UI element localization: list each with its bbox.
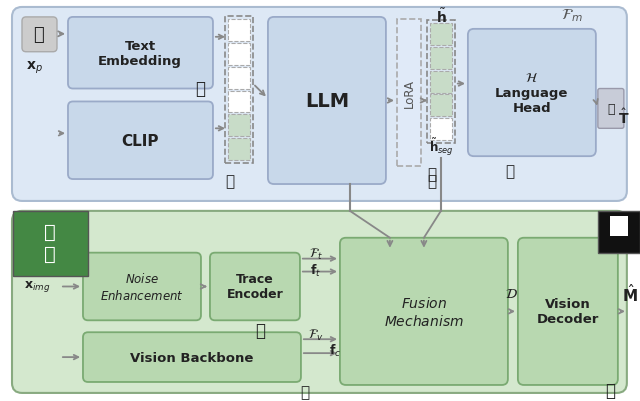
FancyBboxPatch shape bbox=[598, 89, 624, 129]
Bar bbox=[228, 44, 250, 65]
Text: $\mathcal{D}$: $\mathcal{D}$ bbox=[506, 287, 518, 301]
FancyBboxPatch shape bbox=[68, 102, 213, 180]
Text: $\mathbf{f}_c$: $\mathbf{f}_c$ bbox=[329, 342, 341, 358]
Text: 📄: 📄 bbox=[607, 103, 614, 115]
Text: $\hat{\mathbf{M}}$: $\hat{\mathbf{M}}$ bbox=[622, 283, 637, 305]
Bar bbox=[397, 20, 421, 167]
Text: Trace
Encoder: Trace Encoder bbox=[227, 273, 284, 301]
Text: LLM: LLM bbox=[305, 92, 349, 111]
Text: 🔥: 🔥 bbox=[605, 381, 615, 399]
Text: 🧊: 🧊 bbox=[428, 174, 436, 189]
Text: $\mathbf{f}_t$: $\mathbf{f}_t$ bbox=[310, 262, 321, 278]
Text: 🔥: 🔥 bbox=[428, 167, 436, 182]
Text: 🔧: 🔧 bbox=[34, 26, 44, 44]
Text: 🔥: 🔥 bbox=[506, 164, 515, 179]
FancyBboxPatch shape bbox=[12, 211, 627, 393]
Text: CLIP: CLIP bbox=[121, 134, 159, 148]
Bar bbox=[430, 71, 452, 93]
Text: $\tilde{\mathbf{h}}$: $\tilde{\mathbf{h}}$ bbox=[436, 8, 446, 26]
Text: $\mathcal{H}$
Language
Head: $\mathcal{H}$ Language Head bbox=[495, 72, 568, 115]
Bar bbox=[430, 119, 452, 141]
Text: $\tilde{\mathbf{h}}_{seg}$: $\tilde{\mathbf{h}}_{seg}$ bbox=[429, 136, 453, 158]
Text: $\mathcal{F}_v$: $\mathcal{F}_v$ bbox=[308, 327, 324, 342]
Bar bbox=[598, 211, 640, 253]
Bar bbox=[430, 24, 452, 46]
FancyBboxPatch shape bbox=[83, 253, 201, 320]
Bar bbox=[430, 48, 452, 69]
FancyBboxPatch shape bbox=[22, 18, 57, 53]
FancyBboxPatch shape bbox=[12, 8, 627, 201]
Text: 🧊: 🧊 bbox=[225, 174, 234, 189]
Bar bbox=[13, 211, 88, 276]
FancyBboxPatch shape bbox=[68, 18, 213, 89]
FancyBboxPatch shape bbox=[518, 238, 618, 385]
Text: Vision
Decoder: Vision Decoder bbox=[537, 298, 599, 326]
Bar bbox=[228, 91, 250, 113]
Text: LoRA: LoRA bbox=[403, 79, 415, 108]
FancyBboxPatch shape bbox=[210, 253, 300, 320]
Text: 🔥: 🔥 bbox=[255, 322, 265, 339]
FancyBboxPatch shape bbox=[340, 238, 508, 385]
Bar bbox=[228, 139, 250, 161]
FancyBboxPatch shape bbox=[468, 30, 596, 157]
Bar bbox=[228, 67, 250, 89]
Text: 🐑
🐑: 🐑 🐑 bbox=[44, 223, 56, 263]
Text: $\it{Noise}$
$\it{Enhancement}$: $\it{Noise}$ $\it{Enhancement}$ bbox=[100, 272, 184, 302]
Bar bbox=[228, 115, 250, 137]
Text: Text
Embedding: Text Embedding bbox=[98, 40, 182, 67]
Text: 🔥: 🔥 bbox=[195, 79, 205, 97]
Text: $\mathbf{x}_{img}$: $\mathbf{x}_{img}$ bbox=[24, 278, 51, 293]
FancyBboxPatch shape bbox=[83, 332, 301, 382]
Bar bbox=[610, 216, 628, 236]
Text: $\mathcal{F}_t$: $\mathcal{F}_t$ bbox=[309, 247, 323, 261]
Bar bbox=[225, 17, 253, 164]
Text: $\mathbf{x}_p$: $\mathbf{x}_p$ bbox=[26, 59, 43, 76]
Text: $\hat{\mathbf{T}}$: $\hat{\mathbf{T}}$ bbox=[618, 107, 630, 127]
Bar bbox=[430, 95, 452, 117]
Text: $\mathcal{F}_m$: $\mathcal{F}_m$ bbox=[561, 8, 583, 24]
Text: 🧊: 🧊 bbox=[300, 385, 310, 399]
Text: $\it{Fusion}$
$\it{Mechanism}$: $\it{Fusion}$ $\it{Mechanism}$ bbox=[384, 296, 464, 328]
Bar bbox=[427, 21, 455, 144]
Bar bbox=[228, 20, 250, 42]
Text: Vision Backbone: Vision Backbone bbox=[131, 351, 253, 364]
FancyBboxPatch shape bbox=[268, 18, 386, 184]
